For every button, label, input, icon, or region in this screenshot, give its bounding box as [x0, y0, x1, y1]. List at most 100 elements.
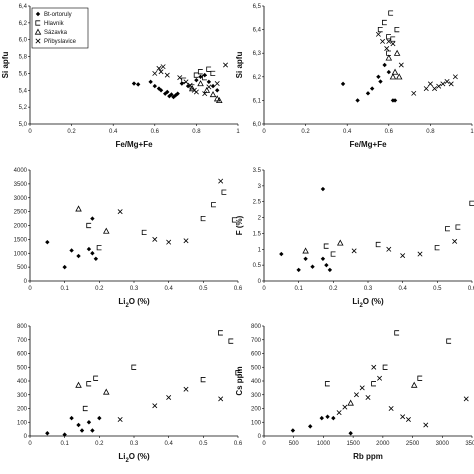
data-point-diamond	[320, 186, 326, 192]
y-tick-label: 1000	[14, 251, 28, 257]
data-point-square	[141, 229, 147, 236]
x-tick-label: 0.4	[164, 286, 173, 292]
y-tick-label: 0	[24, 434, 28, 440]
y-tick-label: 3500	[14, 182, 28, 188]
y-tick-label: 6,2	[253, 75, 262, 81]
data-point-square	[86, 222, 92, 229]
data-point-cross	[398, 62, 404, 68]
x-tick-label: 0.4	[164, 441, 173, 447]
data-point-cross	[365, 395, 371, 400]
x-tick-label: 0.1	[294, 286, 303, 292]
data-point-cross	[386, 38, 392, 44]
data-point-cross	[400, 414, 406, 420]
y-tick-label: 0	[258, 279, 262, 285]
y-tick-label: 0	[24, 279, 28, 285]
data-point-diamond	[279, 251, 284, 257]
x-tick-label: 0	[262, 286, 266, 292]
data-point-diamond	[152, 83, 157, 89]
data-point-diamond	[179, 81, 185, 86]
x-tick-label: 1	[470, 129, 474, 135]
data-point-triangle	[203, 86, 211, 93]
data-point-cross	[417, 251, 423, 257]
data-point-cross	[152, 403, 158, 409]
x-tick-label: 0.2	[329, 286, 338, 292]
data-point-square	[324, 381, 330, 387]
data-point-square	[445, 226, 450, 232]
y-axis-label: Cs ppm	[235, 366, 244, 395]
x-tick-label: 500	[289, 441, 300, 447]
data-point-square	[228, 338, 234, 344]
data-point-diamond	[62, 264, 67, 270]
data-point-square	[221, 189, 227, 195]
data-point-diamond	[62, 432, 67, 437]
data-point-diamond	[76, 422, 81, 428]
data-point-square	[394, 27, 400, 33]
data-point-cross	[183, 386, 189, 392]
x-tick-label: 1	[236, 129, 240, 135]
data-point-square	[202, 75, 207, 81]
x-tick-label: 0.2	[95, 286, 104, 292]
y-tick-label: 3000	[14, 196, 28, 202]
data-point-triangle	[102, 227, 110, 234]
data-point-cross	[359, 385, 365, 391]
x-axis-label: Fe/Mg+Fe	[115, 140, 153, 149]
y-tick-label: 2	[258, 216, 262, 222]
data-point-square	[469, 200, 474, 206]
x-tick-label: 0.3	[130, 286, 139, 292]
data-point-diamond	[86, 246, 92, 252]
x-axis-label: Rb ppm	[353, 452, 383, 461]
data-point-cross	[152, 70, 158, 76]
data-point-triangle	[209, 91, 217, 98]
x-tick-label: 0.5	[199, 286, 208, 292]
legend-label: Bt-ortoruly	[44, 12, 72, 18]
data-point-cross	[444, 79, 450, 85]
data-point-diamond	[327, 267, 333, 273]
data-point-square	[455, 224, 461, 230]
data-point-triangle	[389, 73, 397, 80]
data-point-diamond	[131, 81, 137, 86]
data-point-diamond	[378, 79, 383, 84]
data-point-diamond	[90, 428, 95, 433]
data-point-diamond	[215, 88, 220, 93]
data-point-diamond	[206, 79, 212, 85]
y-tick-label: 300	[251, 393, 262, 399]
data-point-cross	[423, 422, 429, 428]
data-point-triangle	[188, 85, 196, 92]
y-tick-label: 6,1	[253, 98, 262, 104]
data-point-diamond	[355, 98, 360, 103]
y-tick-label: 4000	[14, 168, 28, 174]
data-point-diamond	[376, 74, 381, 79]
data-point-cross	[183, 238, 189, 244]
x-tick-label: 0.1	[60, 441, 69, 447]
data-point-triangle	[75, 381, 82, 388]
data-point-square	[93, 375, 99, 381]
x-tick-label: 2000	[376, 441, 390, 447]
data-point-diamond	[79, 428, 85, 433]
data-point-square	[377, 27, 383, 33]
data-point-triangle	[197, 80, 204, 87]
chart-si-vs-femg-left: 0 0.2 0.4 0.6 0.8 1 5,0 5,2 5,4 5,6 5,8 6,0 6,2 6,4 Fe…	[1, 4, 240, 149]
x-tick-label: 0.1	[60, 286, 69, 292]
data-point-diamond	[382, 62, 387, 68]
data-point-cross	[342, 404, 348, 410]
data-point-cross	[336, 410, 342, 416]
data-point-square	[197, 69, 203, 75]
y-tick-label: 2500	[14, 210, 28, 216]
data-point-square	[382, 19, 387, 26]
data-point-cross	[463, 396, 469, 402]
y-tick-label: 6,4	[19, 4, 28, 10]
data-point-square	[390, 36, 396, 42]
x-tick-label: 0.2	[95, 441, 104, 447]
data-point-diamond	[93, 256, 99, 261]
data-point-cross	[117, 209, 123, 215]
data-point-cross	[375, 31, 381, 37]
x-tick-label: 0.4	[398, 286, 407, 292]
x-tick-label: 0.3	[130, 441, 139, 447]
data-point-cross	[156, 65, 162, 71]
data-point-cross	[405, 417, 411, 422]
data-point-diamond	[310, 264, 315, 269]
data-point-square	[382, 364, 388, 370]
chart-si-vs-femg-right: 0 0.2 0.4 0.6 0.8 1 6,0 6,1 6,2 6,3 6,4 6,5 Fe/Mg+Fe…	[235, 4, 474, 149]
data-point-cross	[202, 91, 208, 97]
y-axis-label: Si apfu	[235, 52, 244, 79]
